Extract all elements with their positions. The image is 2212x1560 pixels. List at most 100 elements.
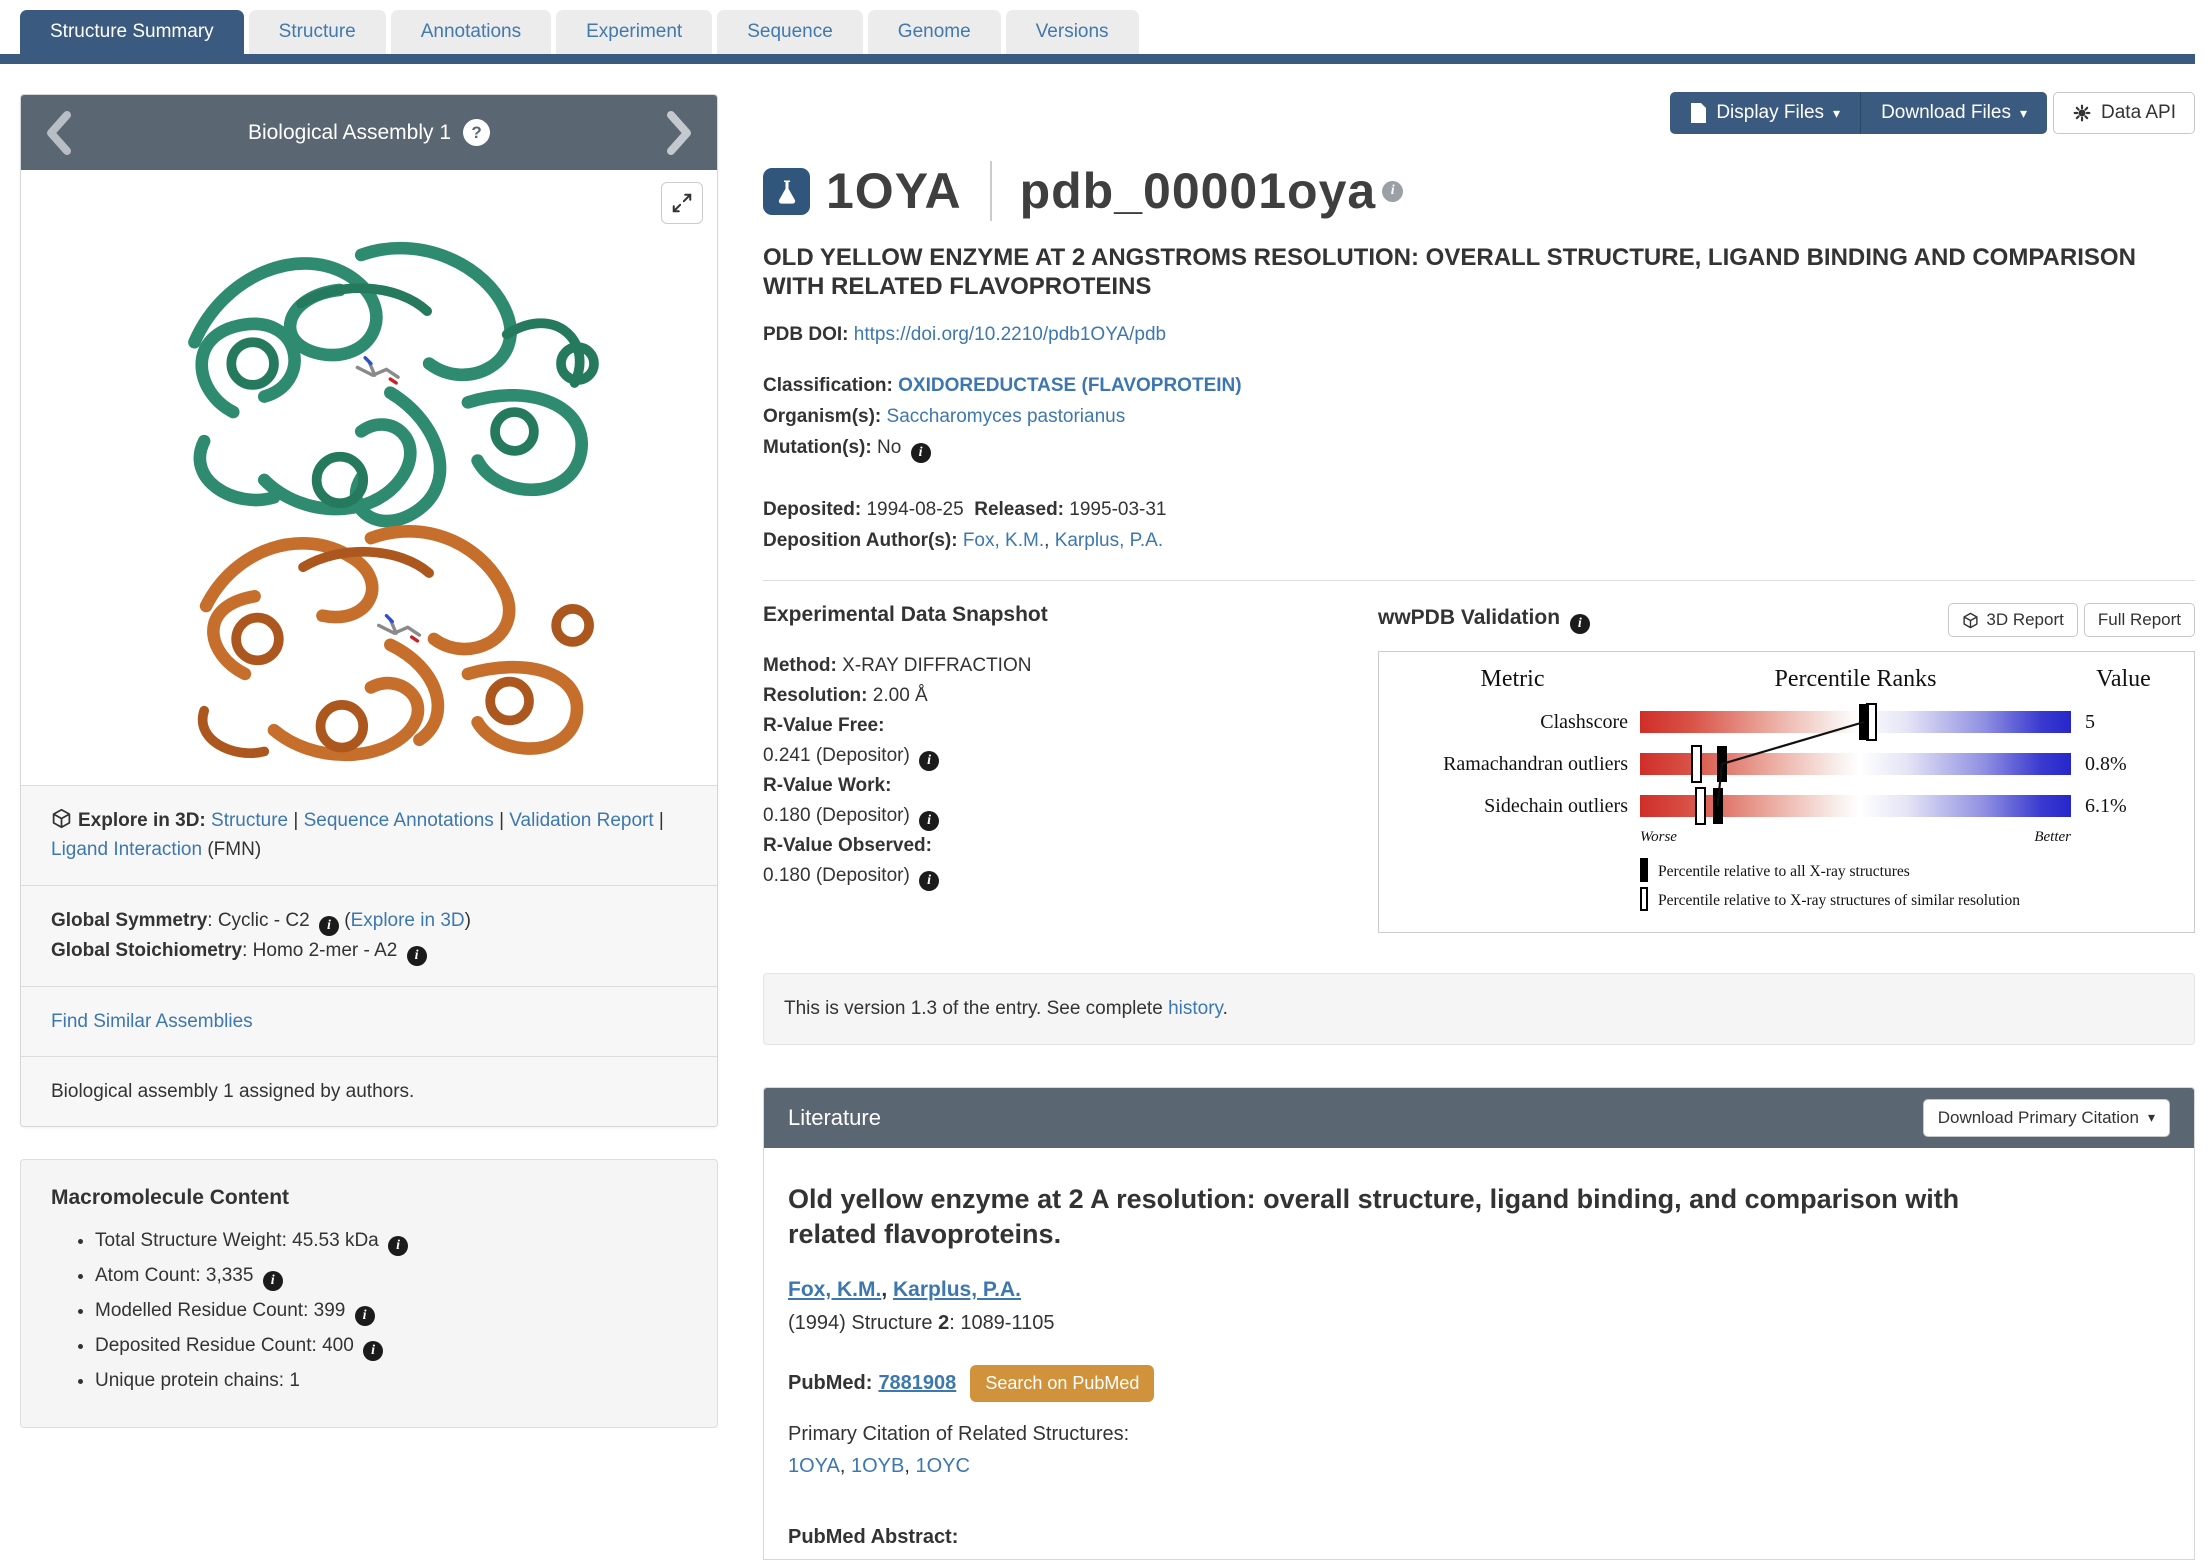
doi-label: PDB DOI: [763, 323, 849, 345]
tab-structure[interactable]: Structure [248, 10, 386, 54]
released-date: 1995-03-31 [1069, 498, 1167, 520]
top-tab-bar: Structure Summary Structure Annotations … [0, 0, 2212, 64]
experimental-data-snapshot: Experimental Data Snapshot Method: X-RAY… [763, 603, 1378, 932]
tab-structure-summary[interactable]: Structure Summary [20, 10, 244, 54]
pubmed-id-link[interactable]: 7881908 [878, 1371, 957, 1394]
doi-link[interactable]: https://doi.org/10.2210/pdb1OYA/pdb [853, 323, 1167, 345]
gear-icon [2073, 104, 2091, 122]
info-icon[interactable]: i [262, 1271, 283, 1292]
author-link[interactable]: Karplus, P.A. [1054, 529, 1164, 551]
better-label: Better [2034, 829, 2071, 846]
entry-title: OLD YELLOW ENZYME AT 2 ANGSTROMS RESOLUT… [763, 244, 2136, 301]
explore-3d-section: Explore in 3D: Structure | Sequence Anno… [21, 786, 717, 886]
info-icon[interactable]: i [919, 811, 940, 832]
percentile-marker-all [1716, 746, 1727, 783]
symmetry-explore-3d-link[interactable]: Explore in 3D [350, 909, 465, 931]
file-actions-row: Display Files ▾ Download Files ▾ Data API [763, 92, 2195, 134]
info-icon[interactable]: i [363, 1341, 384, 1362]
info-icon[interactable]: i [354, 1306, 375, 1327]
info-icon[interactable]: i [1382, 180, 1404, 202]
version-banner: This is version 1.3 of the entry. See co… [763, 972, 2195, 1045]
list-item: Unique protein chains: 1 [95, 1370, 687, 1392]
section-divider [763, 580, 2195, 582]
macromolecule-content-title: Macromolecule Content [51, 1186, 290, 1210]
help-icon[interactable]: ? [463, 119, 491, 146]
tab-annotations[interactable]: Annotations [390, 10, 552, 54]
tab-genome[interactable]: Genome [867, 10, 1001, 54]
info-icon[interactable]: i [318, 915, 339, 936]
rvalue-work-value: 0.180 (Depositor) [763, 805, 910, 827]
download-files-button[interactable]: Download Files ▾ [1860, 92, 2047, 134]
expand-image-button[interactable] [661, 182, 703, 224]
info-icon[interactable]: i [406, 945, 427, 966]
tab-sequence[interactable]: Sequence [717, 10, 863, 54]
explore-validation-report-link[interactable]: Validation Report [509, 810, 654, 831]
entry-title-row: 1OYA pdb_00001oya i [763, 161, 2195, 221]
assembly-footer: Explore in 3D: Structure | Sequence Anno… [21, 785, 717, 1127]
citation-authors: Fox, K.M., Karplus, P.A. [788, 1277, 1022, 1301]
next-assembly-arrow-icon[interactable] [665, 110, 695, 155]
explore-structure-link[interactable]: Structure [211, 810, 289, 831]
worse-label: Worse [1640, 829, 1677, 846]
entry-meta-block: Classification: OXIDOREDUCTASE (FLAVOPRO… [763, 370, 2195, 464]
rvalue-free-value: 0.241 (Depositor) [763, 745, 910, 767]
info-icon[interactable]: i [910, 442, 931, 463]
download-primary-citation-button[interactable]: Download Primary Citation ▾ [1922, 1098, 2170, 1137]
list-item: Total Structure Weight: 45.53 kDa i [95, 1230, 687, 1257]
caret-down-icon: ▾ [2019, 104, 2027, 121]
info-icon[interactable]: i [1569, 614, 1590, 635]
wwpdb-validation-section: wwPDB Validation i 3D Report Full Report… [1378, 603, 2195, 933]
author-link[interactable]: Fox, K.M. [788, 1277, 882, 1301]
caret-down-icon: ▾ [1833, 104, 1841, 121]
percentile-marker-similar [1691, 745, 1703, 784]
rvalue-work-label: R-Value Work: [763, 775, 892, 797]
previous-assembly-arrow-icon[interactable] [43, 110, 73, 155]
full-report-button[interactable]: Full Report [2083, 603, 2195, 638]
history-link[interactable]: history [1168, 997, 1223, 1019]
list-item: Atom Count: 3,335 i [95, 1265, 687, 1292]
citation-journal: (1994) Structure 2: 1089-1105 [788, 1311, 1055, 1334]
pubmed-row: PubMed: 7881908 Search on PubMed [788, 1364, 2170, 1402]
method-label: Method: [763, 655, 837, 677]
author-link[interactable]: Karplus, P.A. [893, 1277, 1022, 1301]
percentile-bar [1640, 753, 2071, 776]
literature-heading: Literature [788, 1104, 881, 1130]
cube-3d-icon [1963, 612, 1978, 629]
global-symmetry-label: Global Symmetry [51, 909, 208, 931]
author-link[interactable]: Fox, K.M. [962, 529, 1045, 551]
tab-experiment[interactable]: Experiment [556, 10, 713, 54]
experimental-heading: Experimental Data Snapshot [763, 603, 1048, 627]
explore-ligand-interaction-link[interactable]: Ligand Interaction [51, 839, 203, 861]
title-separator [989, 161, 992, 221]
info-icon[interactable]: i [919, 751, 940, 772]
related-structure-link[interactable]: 1OYA [788, 1454, 840, 1477]
list-item: Modelled Residue Count: 399 i [95, 1300, 687, 1327]
assembly-title: Biological Assembly 1 [247, 120, 452, 144]
search-on-pubmed-button[interactable]: Search on PubMed [970, 1364, 1155, 1402]
chart-column-metric: Metric [1480, 666, 1545, 693]
classification-link[interactable]: OXIDOREDUCTASE (FLAVOPROTEIN) [898, 374, 1242, 396]
tab-versions[interactable]: Versions [1005, 10, 1139, 54]
explore-sequence-annotations-link[interactable]: Sequence Annotations [303, 810, 494, 831]
resolution-label: Resolution: [763, 685, 868, 707]
display-files-button[interactable]: Display Files ▾ [1670, 92, 1861, 134]
resolution-value: 2.00 Å [872, 685, 928, 707]
percentile-marker-all [1859, 704, 1870, 741]
info-icon[interactable]: i [388, 1236, 409, 1257]
percentile-marker-all [1712, 788, 1723, 825]
find-similar-section: Find Similar Assemblies [21, 987, 717, 1057]
organism-link[interactable]: Saccharomyces pastorianus [886, 405, 1126, 427]
protein-structure-image[interactable] [49, 183, 689, 773]
find-similar-assemblies-link[interactable]: Find Similar Assemblies [51, 1010, 253, 1032]
assembly-note: Biological assembly 1 assigned by author… [51, 1081, 415, 1102]
organism-label: Organism(s): [763, 405, 882, 427]
related-structure-link[interactable]: 1OYB [851, 1454, 905, 1477]
related-structure-link[interactable]: 1OYC [915, 1454, 970, 1477]
filled-marker-icon [1640, 858, 1648, 883]
literature-card: Literature Download Primary Citation ▾ Ol… [763, 1086, 2195, 1560]
macromolecule-content-card: Macromolecule Content Total Structure We… [20, 1159, 718, 1429]
data-api-button[interactable]: Data API [2053, 92, 2195, 134]
3d-report-button[interactable]: 3D Report [1948, 603, 2078, 638]
symmetry-section: Global Symmetry: Cyclic - C2 i (Explore … [21, 886, 717, 987]
info-icon[interactable]: i [919, 871, 940, 892]
